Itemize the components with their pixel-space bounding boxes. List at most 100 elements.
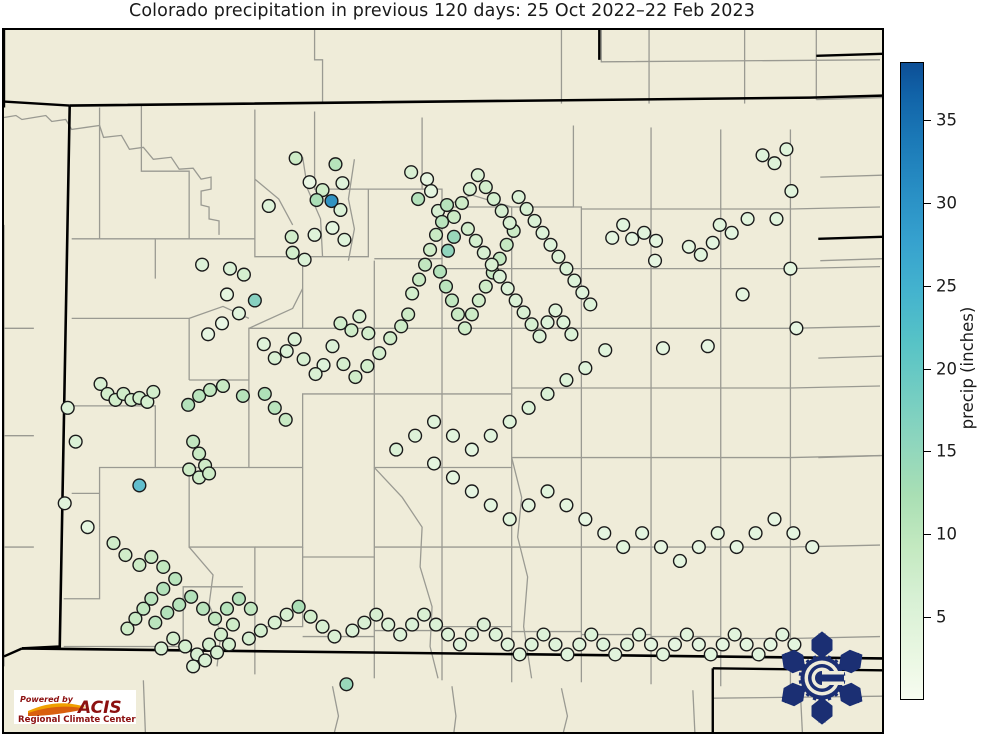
station-marker[interactable] (655, 341, 671, 356)
station-marker[interactable] (439, 197, 455, 213)
station-marker[interactable] (755, 148, 770, 163)
station-marker[interactable] (712, 217, 727, 232)
station-marker[interactable] (336, 357, 351, 372)
station-marker[interactable] (462, 182, 477, 197)
station-marker[interactable] (608, 647, 623, 662)
station-marker[interactable] (241, 631, 256, 646)
station-marker[interactable] (393, 627, 408, 642)
station-marker[interactable] (279, 607, 294, 622)
station-marker[interactable] (337, 232, 352, 247)
station-marker[interactable] (213, 627, 229, 642)
station-marker[interactable] (417, 607, 432, 622)
station-marker[interactable] (118, 547, 133, 563)
station-marker[interactable] (144, 591, 159, 606)
station-marker[interactable] (584, 627, 599, 642)
station-marker[interactable] (560, 647, 575, 662)
station-marker[interactable] (655, 647, 671, 662)
station-marker[interactable] (693, 247, 708, 262)
station-marker[interactable] (567, 273, 582, 288)
station-marker[interactable] (508, 293, 523, 308)
station-marker[interactable] (691, 637, 706, 652)
station-marker[interactable] (445, 428, 461, 443)
station-marker[interactable] (540, 484, 555, 499)
station-marker[interactable] (679, 627, 694, 642)
station-marker[interactable] (132, 478, 147, 493)
station-marker[interactable] (535, 225, 550, 240)
station-marker[interactable] (404, 165, 419, 180)
station-marker[interactable] (524, 637, 539, 652)
station-marker[interactable] (616, 217, 631, 232)
station-marker[interactable] (483, 498, 498, 513)
station-marker[interactable] (446, 209, 462, 224)
station-marker[interactable] (540, 386, 555, 401)
station-marker[interactable] (389, 442, 404, 457)
station-marker[interactable] (339, 677, 354, 692)
station-marker[interactable] (426, 456, 442, 471)
station-marker[interactable] (287, 332, 302, 347)
station-marker[interactable] (643, 637, 659, 652)
station-marker[interactable] (779, 142, 794, 157)
station-marker[interactable] (411, 191, 426, 207)
station-marker[interactable] (120, 621, 135, 636)
station-marker[interactable] (154, 641, 169, 656)
station-marker[interactable] (181, 397, 196, 412)
station-marker[interactable] (284, 229, 299, 244)
station-marker[interactable] (516, 305, 531, 320)
station-marker[interactable] (247, 293, 262, 308)
station-marker[interactable] (769, 211, 784, 226)
station-marker[interactable] (575, 285, 590, 300)
station-marker[interactable] (160, 605, 175, 620)
station-marker[interactable] (524, 317, 539, 332)
station-marker[interactable] (464, 307, 479, 322)
station-marker[interactable] (786, 526, 801, 541)
station-marker[interactable] (279, 344, 294, 359)
station-marker[interactable] (512, 647, 527, 662)
station-marker[interactable] (540, 315, 555, 330)
station-marker[interactable] (492, 269, 507, 284)
station-marker[interactable] (597, 526, 612, 541)
station-marker[interactable] (192, 388, 207, 403)
station-marker[interactable] (231, 591, 246, 606)
station-marker[interactable] (156, 581, 171, 596)
station-marker[interactable] (57, 496, 72, 511)
station-marker[interactable] (178, 639, 193, 654)
station-marker[interactable] (93, 376, 108, 392)
station-marker[interactable] (333, 202, 348, 218)
station-marker[interactable] (739, 637, 754, 652)
station-marker[interactable] (146, 384, 161, 399)
station-marker[interactable] (805, 539, 820, 555)
station-marker[interactable] (637, 225, 652, 240)
station-marker[interactable] (80, 520, 95, 535)
station-marker[interactable] (352, 309, 367, 324)
station-marker[interactable] (372, 346, 387, 361)
station-marker[interactable] (559, 261, 574, 276)
station-marker[interactable] (484, 257, 499, 272)
station-marker[interactable] (148, 615, 163, 630)
station-marker[interactable] (236, 267, 251, 282)
station-marker[interactable] (426, 414, 442, 429)
station-marker[interactable] (478, 279, 493, 294)
station-marker[interactable] (620, 637, 635, 652)
station-marker[interactable] (700, 339, 715, 354)
station-marker[interactable] (488, 627, 503, 642)
station-marker[interactable] (184, 589, 199, 604)
station-marker[interactable] (381, 617, 396, 632)
station-marker[interactable] (715, 637, 730, 652)
station-marker[interactable] (598, 343, 613, 358)
station-marker[interactable] (128, 611, 143, 626)
station-marker[interactable] (705, 235, 720, 250)
station-marker[interactable] (445, 470, 461, 485)
station-marker[interactable] (215, 378, 231, 394)
station-marker[interactable] (309, 192, 324, 208)
station-marker[interactable] (647, 253, 663, 268)
station-marker[interactable] (494, 203, 509, 219)
station-marker[interactable] (767, 512, 782, 527)
station-marker[interactable] (440, 243, 456, 258)
station-marker[interactable] (428, 617, 444, 632)
station-marker[interactable] (202, 382, 218, 398)
station-marker[interactable] (536, 627, 551, 642)
station-marker[interactable] (201, 466, 217, 481)
station-marker[interactable] (198, 653, 213, 668)
station-marker[interactable] (168, 571, 183, 586)
station-marker[interactable] (432, 264, 448, 279)
